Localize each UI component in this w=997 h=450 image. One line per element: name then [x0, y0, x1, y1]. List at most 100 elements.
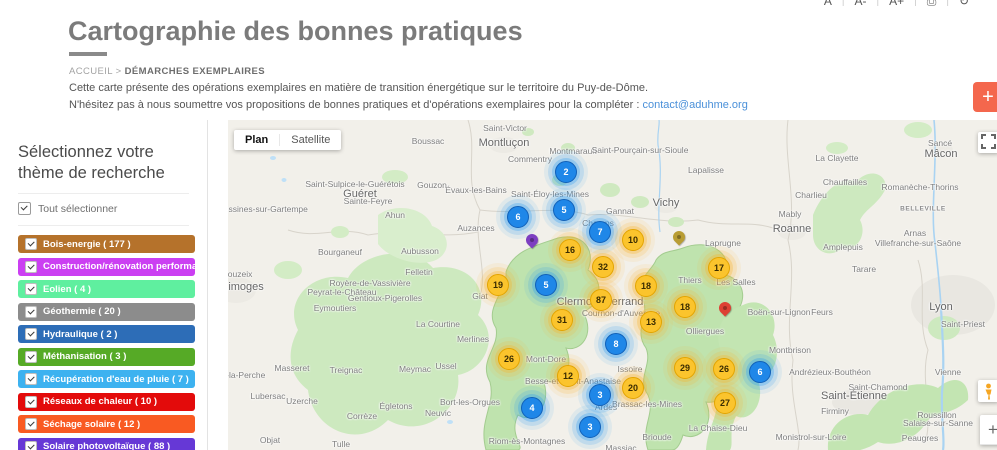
map-town-label: Saint-Priest	[941, 319, 985, 329]
checkbox-icon[interactable]	[25, 238, 37, 251]
map-cluster-marker[interactable]: 3	[589, 384, 611, 406]
font-size-normal-button[interactable]: A	[823, 0, 832, 8]
map-town-label: La Courtine	[416, 319, 460, 329]
map-type-control: Plan Satellite	[234, 130, 342, 150]
print-icon[interactable]: ⎙	[926, 0, 937, 8]
fullscreen-button[interactable]	[978, 132, 997, 153]
theme-filter-button[interactable]: Hydraulique ( 2 )	[18, 325, 195, 344]
description-line1: Cette carte présente des opérations exem…	[69, 82, 649, 94]
select-all-checkbox-row[interactable]: Tout sélectionner	[18, 202, 189, 216]
refresh-icon[interactable]: ↻	[958, 0, 969, 8]
cluster-count: 12	[562, 371, 573, 381]
map-town-label: Tarare	[851, 264, 877, 274]
map-town-label: Meymac	[398, 364, 432, 374]
theme-filter-button[interactable]: Solaire photovoltaïque ( 88 )	[18, 437, 195, 450]
checkbox-icon[interactable]	[25, 395, 37, 408]
theme-filter-button[interactable]: Géothermie ( 20 )	[18, 302, 195, 321]
map-cluster-marker[interactable]: 5	[553, 199, 575, 221]
zoom-in-button[interactable]: +	[980, 415, 997, 445]
theme-filter-button[interactable]: Récupération d'eau de pluie ( 7 )	[18, 370, 195, 389]
contact-email-link[interactable]: contact@aduhme.org	[642, 99, 748, 112]
checkbox-icon[interactable]	[25, 418, 37, 431]
accessibility-toolbar: A | A- | A+ | ⎙ | ↻	[824, 0, 969, 9]
map-cluster-marker[interactable]: 4	[521, 397, 543, 419]
map-town-label: Les Salles	[716, 277, 756, 287]
map-town-label: Lapalisse	[688, 165, 724, 175]
map-cluster-marker[interactable]: 19	[487, 274, 509, 296]
map-cluster-marker[interactable]: 17	[708, 257, 730, 279]
map-town-label: Égletons	[379, 401, 413, 411]
map-town-label: Roussillon	[917, 410, 957, 420]
cluster-count: 16	[564, 245, 575, 255]
map-town-label: Villefranche-sur-Saône	[874, 238, 962, 248]
map-town-label: Saint-Pourçain-sur-Sioule	[591, 145, 689, 155]
streetview-pegman-button[interactable]	[978, 380, 997, 402]
checkbox-icon[interactable]	[18, 202, 31, 216]
map-cluster-marker[interactable]: 18	[635, 275, 657, 297]
cluster-count: 6	[757, 367, 763, 377]
checkbox-icon[interactable]	[25, 350, 37, 363]
map-town-label: BELLEVILLE	[900, 205, 946, 213]
map-cluster-marker[interactable]: 6	[507, 206, 529, 228]
theme-filter-button[interactable]: Méthanisation ( 3 )	[18, 347, 195, 366]
title-underline	[69, 52, 107, 56]
checkbox-icon[interactable]	[25, 373, 37, 386]
map-cluster-marker[interactable]: 26	[713, 358, 735, 380]
map-cluster-marker[interactable]: 13	[640, 311, 662, 333]
map-town-label: Lubersac	[250, 391, 286, 401]
pegman-icon	[985, 383, 992, 399]
map-cluster-marker[interactable]: 3	[579, 416, 601, 438]
map-cluster-marker[interactable]: 20	[622, 377, 644, 399]
theme-filter-button[interactable]: Eolien ( 4 )	[18, 280, 195, 299]
theme-filter-button[interactable]: Séchage solaire ( 12 )	[18, 415, 195, 434]
divider: |	[914, 0, 917, 7]
map-town-label: Tulle	[331, 439, 351, 449]
sidebar-heading: Sélectionnez votre thème de recherche	[18, 143, 165, 182]
map-cluster-marker[interactable]: 29	[674, 357, 696, 379]
font-size-decrease-button[interactable]: A-	[854, 0, 867, 8]
font-size-increase-button[interactable]: A+	[889, 0, 905, 8]
map-cluster-marker[interactable]: 7	[589, 221, 611, 243]
map-cluster-marker[interactable]: 32	[592, 256, 614, 278]
checkbox-icon[interactable]	[25, 328, 37, 341]
divider: |	[876, 0, 880, 7]
map-cluster-marker[interactable]: 5	[535, 274, 557, 296]
map-town-label: Évaux-les-Bains	[445, 185, 507, 195]
map-cluster-marker[interactable]: 2	[555, 161, 577, 183]
map-type-plan-button[interactable]: Plan	[245, 134, 269, 146]
theme-filter-label: Méthanisation ( 3 )	[43, 351, 127, 363]
map-town-label: Giat	[472, 291, 488, 301]
map-town-label: Saint-Chamond	[848, 382, 908, 392]
theme-filter-button[interactable]: Bois-energie ( 177 )	[18, 235, 195, 254]
purple-pin[interactable]	[526, 234, 538, 246]
map-type-satellite-button[interactable]: Satellite	[291, 134, 331, 146]
checkbox-icon[interactable]	[25, 283, 37, 296]
map-cluster-marker[interactable]: 8	[605, 333, 627, 355]
map-cluster-marker[interactable]: 27	[714, 392, 736, 414]
map-cluster-marker[interactable]: 26	[498, 348, 520, 370]
gold-pin[interactable]	[673, 231, 685, 243]
divider	[18, 193, 189, 195]
map-town-label: Sancé	[927, 138, 953, 148]
map-town-label: Saint-Sulpice-le-Guérétois	[305, 179, 405, 189]
checkbox-icon[interactable]	[25, 260, 37, 273]
add-proposal-button[interactable]: +	[973, 82, 997, 112]
checkbox-icon[interactable]	[25, 305, 37, 318]
red-pin[interactable]	[719, 302, 731, 314]
map-cluster-marker[interactable]: 87	[590, 289, 612, 311]
theme-filter-label: Solaire photovoltaïque ( 88 )	[43, 441, 171, 450]
map-town-label: Saint-Yrieix-la-Perche	[228, 370, 266, 380]
theme-filter-button[interactable]: Construction/rénovation performantes ( 8…	[18, 257, 195, 276]
map-cluster-marker[interactable]: 12	[557, 365, 579, 387]
map-cluster-marker[interactable]: 6	[749, 361, 771, 383]
map-cluster-marker[interactable]: 16	[559, 239, 581, 261]
map-canvas[interactable]: Saint-Victor Boussac Montluçon Commentry Mon…	[228, 120, 997, 450]
cluster-count: 6	[515, 212, 521, 222]
map-town-label: Thiers	[678, 275, 702, 285]
breadcrumb-home[interactable]: ACCUEIL	[69, 66, 113, 77]
checkbox-icon[interactable]	[25, 440, 37, 450]
map-cluster-marker[interactable]: 10	[622, 229, 644, 251]
theme-filter-button[interactable]: Réseaux de chaleur ( 10 )	[18, 392, 195, 411]
map-cluster-marker[interactable]: 31	[551, 309, 573, 331]
map-cluster-marker[interactable]: 18	[674, 296, 696, 318]
